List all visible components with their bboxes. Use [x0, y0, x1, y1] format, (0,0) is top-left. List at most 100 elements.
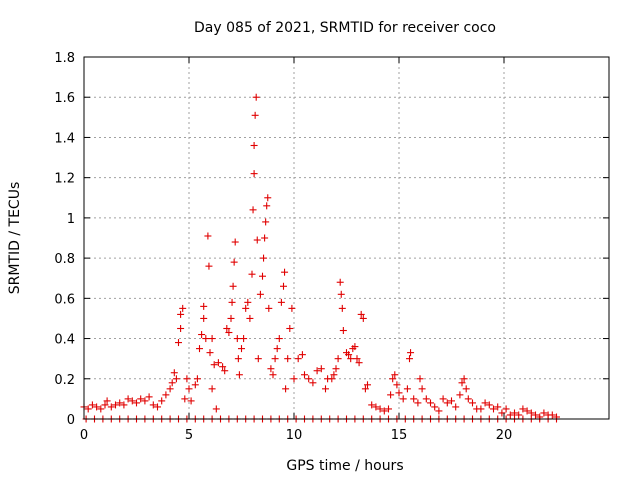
data-point	[345, 351, 353, 359]
x-tick-label: 20	[496, 428, 513, 443]
data-point	[250, 170, 258, 178]
data-point	[282, 385, 290, 393]
data-point	[410, 395, 418, 403]
data-point	[230, 258, 238, 266]
data-point	[418, 385, 426, 393]
data-point	[353, 355, 361, 363]
data-point	[225, 329, 233, 337]
data-point	[339, 327, 347, 335]
data-point	[168, 379, 176, 387]
data-point	[351, 343, 359, 351]
data-point	[347, 355, 355, 363]
data-point	[523, 407, 531, 415]
data-point	[280, 282, 287, 290]
y-tick-label: 0.2	[54, 373, 75, 388]
data-point	[485, 401, 493, 409]
plot-frame	[83, 56, 610, 420]
data-point	[238, 345, 245, 353]
data-point	[332, 365, 340, 373]
data-point	[452, 403, 460, 411]
data-point	[305, 375, 313, 383]
data-point	[330, 371, 338, 379]
data-point	[259, 272, 266, 280]
data-point	[149, 401, 157, 409]
y-tick-label: 0.6	[54, 292, 75, 307]
y-tick-label: 0.4	[54, 333, 75, 348]
data-point	[387, 391, 395, 399]
data-point	[317, 365, 325, 373]
data-point	[269, 371, 277, 379]
data-point	[170, 369, 178, 377]
y-tick-label: 1.6	[54, 91, 75, 106]
x-tick-label: 0	[80, 428, 88, 443]
data-point	[511, 409, 518, 417]
data-point	[338, 304, 346, 312]
data-point	[540, 409, 548, 417]
data-point	[198, 331, 206, 339]
data-point	[181, 395, 189, 403]
data-point	[228, 298, 236, 306]
data-point	[494, 403, 502, 411]
data-point	[88, 401, 96, 409]
x-tick-label: 10	[286, 428, 303, 443]
data-point	[166, 385, 174, 393]
data-point	[328, 375, 336, 383]
data-point	[288, 304, 296, 312]
data-point	[204, 232, 212, 240]
data-point	[240, 335, 248, 343]
data-point	[395, 389, 403, 397]
data-point	[477, 405, 485, 413]
y-tick-label: 1	[67, 212, 75, 227]
data-point	[141, 397, 149, 405]
data-point	[458, 379, 466, 387]
data-point	[393, 381, 401, 389]
data-point	[200, 314, 208, 322]
data-point	[519, 405, 527, 413]
data-point	[116, 399, 124, 407]
data-point	[262, 218, 270, 226]
data-point	[407, 349, 415, 357]
data-point	[298, 351, 306, 359]
chart-title: Day 085 of 2021, SRMTID for receiver coc…	[194, 20, 496, 36]
data-point	[177, 325, 185, 332]
data-point	[359, 314, 367, 322]
data-point	[101, 401, 109, 409]
data-point	[208, 335, 216, 343]
data-point	[227, 314, 235, 322]
data-point	[145, 393, 153, 401]
data-point	[372, 403, 380, 411]
data-point	[212, 405, 220, 413]
data-point	[128, 397, 136, 405]
data-point	[103, 397, 111, 405]
y-tick-label: 1.2	[54, 172, 75, 187]
data-point	[179, 304, 187, 312]
data-point	[364, 381, 371, 389]
data-point	[414, 399, 422, 407]
data-point	[172, 375, 180, 383]
data-point	[548, 411, 556, 419]
data-point	[219, 363, 227, 371]
data-point	[187, 397, 195, 405]
data-point	[506, 411, 514, 419]
data-point	[469, 399, 476, 407]
data-point	[443, 399, 451, 407]
data-point	[221, 367, 229, 375]
data-point	[294, 355, 302, 363]
data-point	[290, 375, 298, 383]
data-point	[368, 401, 376, 409]
data-point	[84, 405, 92, 413]
data-point	[281, 268, 289, 276]
data-point	[502, 405, 510, 413]
data-point	[515, 411, 523, 419]
data-point	[277, 298, 285, 306]
data-point	[380, 407, 388, 415]
data-point	[532, 411, 539, 419]
data-point	[464, 395, 472, 403]
data-point	[214, 359, 222, 367]
data-point	[336, 278, 344, 286]
data-point	[439, 395, 447, 403]
data-point	[200, 302, 208, 310]
y-axis-label: SRMTID / TECUs	[7, 182, 23, 295]
data-point	[361, 385, 369, 393]
